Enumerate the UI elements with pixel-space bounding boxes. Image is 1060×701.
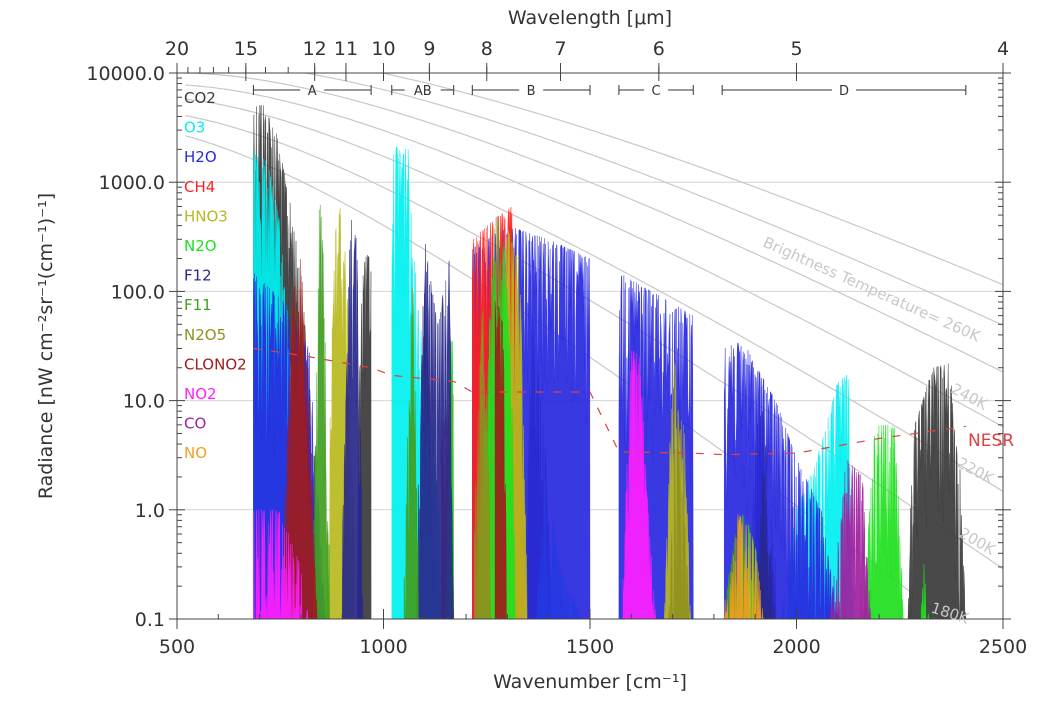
- spectra: [253, 104, 967, 619]
- legend-entry-hno3: HNO3: [184, 207, 228, 225]
- bt-curve-200K: [185, 115, 1003, 570]
- bt-curve-240K: [185, 84, 1003, 428]
- legend-entry-co2: CO2: [184, 89, 216, 107]
- x2-tick-label: 9: [423, 38, 435, 60]
- y-tick-label: 1000.0: [99, 172, 165, 194]
- nesr-label: NESR: [968, 431, 1014, 451]
- band-label-d: D: [839, 84, 849, 99]
- x2-tick-label: 20: [165, 38, 189, 60]
- x2-tick-label: 11: [334, 38, 358, 60]
- y-tick-label: 10000.0: [86, 63, 165, 85]
- x-tick-label: 2500: [979, 636, 1027, 658]
- legend-entry-n2o: N2O: [184, 237, 217, 255]
- bt-curve-220K: [185, 98, 1003, 492]
- nesr-line: [253, 347, 966, 456]
- spectrum-n2o5: [668, 411, 690, 619]
- y-tick-label: 0.1: [135, 609, 165, 631]
- legend-entry-o3: O3: [184, 119, 205, 137]
- bt-curve-300K: [378, 73, 1003, 286]
- x2-tick-label: 12: [303, 38, 327, 60]
- axes: 10000.0 1000.0 100.0 10.0 1.0 0.1 500 1000 1500 2…: [86, 38, 1027, 658]
- spectrum-co2: [907, 363, 967, 619]
- y-tick-label: 100.0: [111, 281, 165, 303]
- band-label-b: B: [527, 84, 536, 99]
- spectrum-n2o5: [474, 309, 491, 619]
- spectrum-f11: [313, 204, 330, 619]
- x2-axis-label: Wavelength [μm]: [508, 7, 672, 29]
- nesr-curve: [253, 347, 966, 456]
- legend-entry-n2o5: N2O5: [184, 326, 226, 344]
- x2-tick-label: 6: [653, 38, 665, 60]
- x-tick-label: 1000: [359, 636, 407, 658]
- y-tick-label: 1.0: [135, 500, 165, 522]
- spectrum-clono2: [284, 259, 318, 619]
- band-label-ab: AB: [414, 84, 432, 99]
- spectrum-co: [829, 460, 871, 619]
- x-tick-label: 500: [159, 636, 195, 658]
- bt-curve-label: 220K: [954, 454, 997, 488]
- x2-tick-label: 7: [554, 38, 566, 60]
- bt-curve-label: 180K: [929, 599, 972, 628]
- spectrum-f12: [341, 220, 364, 619]
- x2-tick-label: 8: [481, 38, 493, 60]
- brightness-temperature-label: Brightness Temperature= 260K: [760, 233, 984, 346]
- x2-tick-label: 10: [371, 38, 395, 60]
- band-label-c: C: [652, 84, 661, 99]
- legend-entry-no: NO: [184, 444, 207, 462]
- legend-entry-co: CO: [184, 415, 206, 433]
- spectrum-f12: [755, 473, 776, 619]
- legend-entry-f12: F12: [184, 267, 212, 285]
- x-tick-label: 2000: [772, 636, 820, 658]
- spectrum-f12: [416, 244, 454, 619]
- band-label-a: A: [308, 84, 317, 99]
- legend-entry-no2: NO2: [184, 385, 217, 403]
- legend: CO2 O3 H2O CH4 HNO3 N2O F12 F11 N2O5 CLONO2 NO2 CO N…: [184, 89, 247, 462]
- spectrum-clono2: [494, 301, 508, 619]
- x2-tick-label: 15: [234, 38, 258, 60]
- y-tick-label: 10.0: [123, 391, 165, 413]
- legend-entry-ch4: CH4: [184, 178, 215, 196]
- spectrum-no2: [622, 350, 657, 619]
- spectrum-n2o: [862, 424, 904, 619]
- bt-curve-280K: [302, 73, 1003, 326]
- spectrum-n2o: [920, 564, 929, 619]
- legend-entry-f11: F11: [184, 296, 212, 314]
- spectrum-no2: [253, 509, 310, 619]
- x2-tick-label: 5: [790, 38, 802, 60]
- x-axis-label: Wavenumber [cm⁻¹]: [493, 671, 687, 693]
- band-labels: A AB B C D: [252, 84, 967, 99]
- x2-tick-label: 4: [997, 38, 1009, 60]
- legend-entry-h2o: H2O: [184, 148, 217, 166]
- spectrum-f11: [403, 287, 419, 619]
- x-tick-label: 1500: [566, 636, 614, 658]
- y-axis-label: Radiance [nW cm⁻²sr⁻¹(cm⁻¹)⁻¹]: [35, 193, 57, 499]
- spectrum-no: [722, 514, 764, 619]
- legend-entry-clono2: CLONO2: [184, 355, 247, 373]
- bt-curve-260K: [185, 73, 1003, 373]
